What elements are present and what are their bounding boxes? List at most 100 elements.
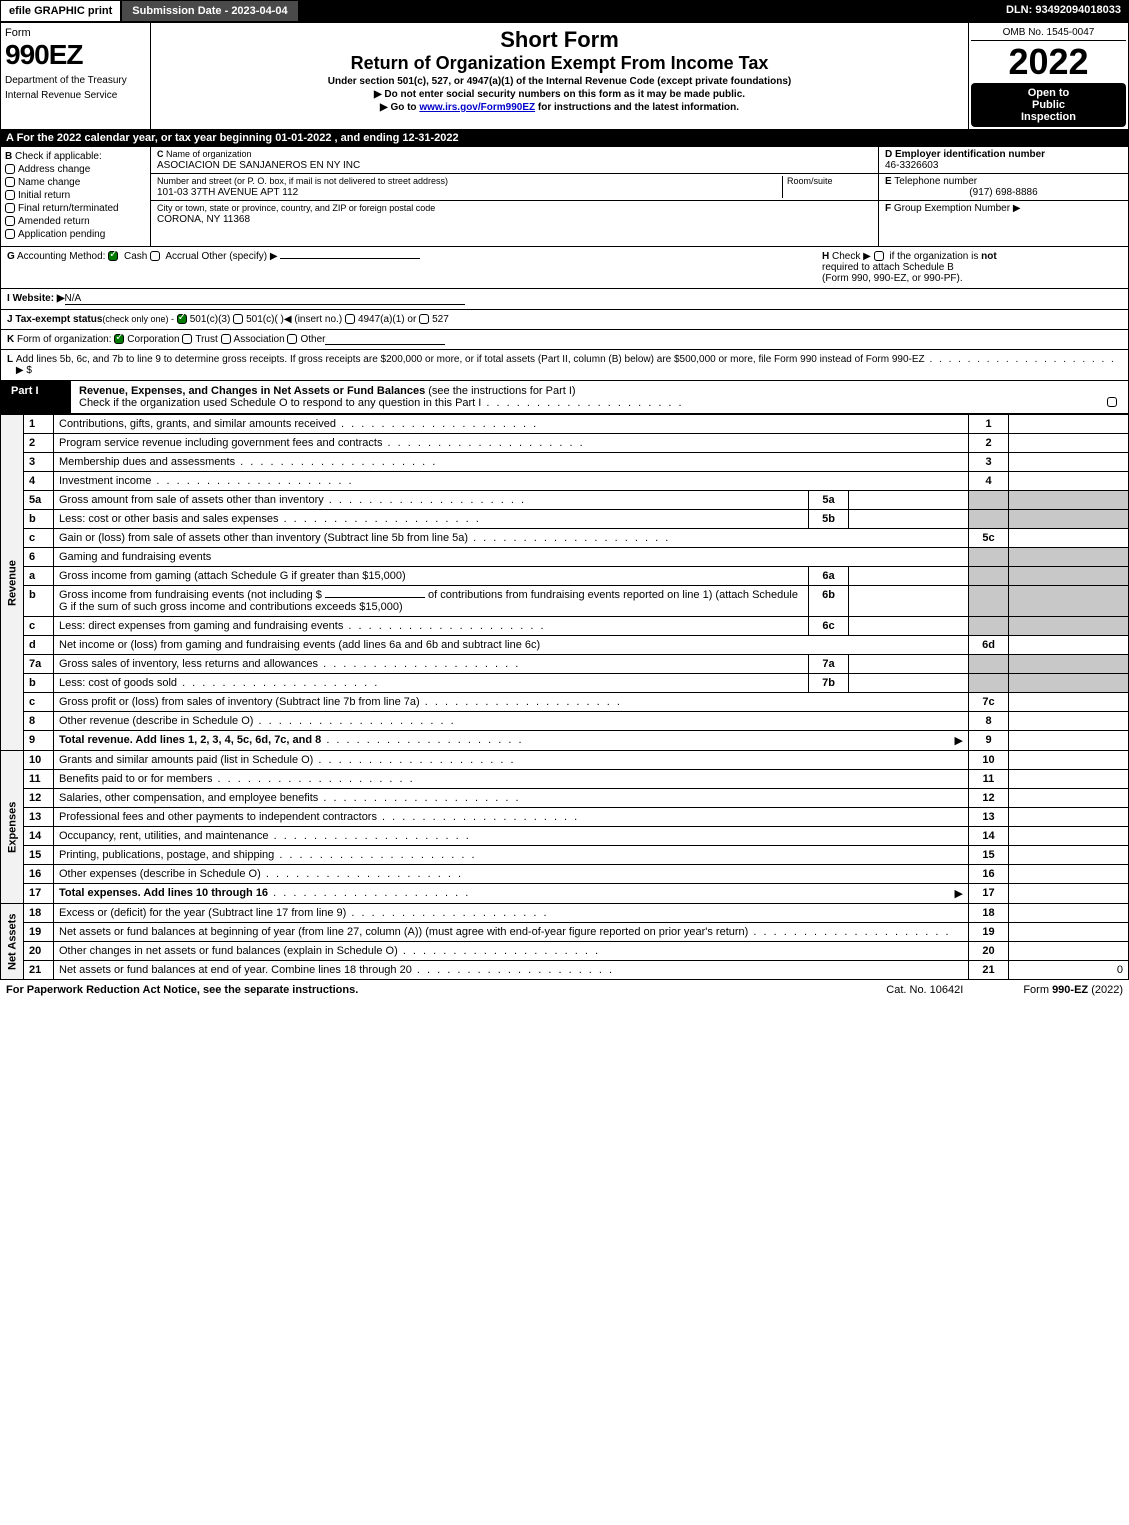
val-5a [849, 491, 969, 510]
line-10: Expenses 10 Grants and similar amounts p… [1, 751, 1129, 770]
check-if: Check if applicable: [15, 151, 102, 162]
val-4 [1009, 472, 1129, 491]
acct-method: Accounting Method: [17, 251, 105, 262]
row-l: L Add lines 5b, 6c, and 7b to line 9 to … [0, 350, 1129, 381]
val-14 [1009, 827, 1129, 846]
h-check: H Check ▶ if the organization is not req… [822, 251, 1122, 284]
chk-other-org[interactable] [287, 334, 297, 344]
lines-table: Revenue 1 Contributions, gifts, grants, … [0, 414, 1129, 980]
l-arrow: ▶ $ [16, 365, 32, 376]
l-label: L [7, 354, 13, 376]
chk-501c[interactable] [233, 314, 243, 324]
val-7b [849, 674, 969, 693]
c3: 501(c)(3) [190, 314, 231, 325]
chk-part1[interactable] [1107, 397, 1117, 407]
line-9: 9 Total revenue. Add lines 1, 2, 3, 4, 5… [1, 731, 1129, 751]
other-line[interactable] [280, 258, 420, 259]
row-i: I Website: ▶ N/A [0, 289, 1129, 310]
open-to: Open to [975, 87, 1122, 99]
val-10 [1009, 751, 1129, 770]
j-label: J [7, 314, 13, 325]
val-11 [1009, 770, 1129, 789]
assoc: Association [234, 334, 285, 345]
other-org-line[interactable] [325, 334, 445, 345]
chk-4947[interactable] [345, 314, 355, 324]
chk-assoc[interactable] [221, 334, 231, 344]
row-k: K Form of organization: Corporation Trus… [0, 330, 1129, 350]
chk-name[interactable]: Name change [5, 177, 146, 188]
website-val: N/A [65, 293, 465, 305]
row-gh: G Accounting Method: Cash Accrual Other … [0, 247, 1129, 289]
chk-initial[interactable]: Initial return [5, 190, 146, 201]
ein: 46-3326603 [885, 160, 938, 171]
k-label: K [7, 334, 14, 345]
val-6a [849, 567, 969, 586]
part1-label: Part I [1, 381, 71, 413]
line-5c: c Gain or (loss) from sale of assets oth… [1, 529, 1129, 548]
line-11: 11 Benefits paid to or for members 11 [1, 770, 1129, 789]
val-21: 0 [1009, 961, 1129, 980]
subtitle-ssn: Do not enter social security numbers on … [155, 89, 964, 100]
chk-pending[interactable]: Application pending [5, 229, 146, 240]
val-18 [1009, 904, 1129, 923]
street: 101-03 37TH AVENUE APT 112 [157, 187, 298, 198]
subtitle-section: Under section 501(c), 527, or 4947(a)(1)… [155, 76, 964, 87]
phone: (917) 698-8886 [885, 187, 1122, 198]
d-label: D [885, 149, 892, 160]
form-word: Form [5, 27, 146, 39]
cell-ein: D Employer identification number 46-3326… [879, 147, 1128, 174]
line-7a: 7a Gross sales of inventory, less return… [1, 655, 1129, 674]
col-b: B Check if applicable: Address change Na… [1, 147, 151, 246]
part1-see: (see the instructions for Part I) [428, 385, 575, 397]
part1-check: Check if the organization used Schedule … [79, 397, 684, 409]
short-form: Short Form [155, 27, 964, 53]
chk-corp[interactable] [114, 334, 124, 344]
section-bcdef: B Check if applicable: Address change Na… [0, 146, 1129, 247]
line-6c: c Less: direct expenses from gaming and … [1, 617, 1129, 636]
irs-link[interactable]: www.irs.gov/Form990EZ [419, 102, 535, 113]
l-text: Add lines 5b, 6c, and 7b to line 9 to de… [16, 354, 1122, 376]
chk-cash[interactable] [108, 251, 118, 261]
chk-trust[interactable] [182, 334, 192, 344]
val-8 [1009, 712, 1129, 731]
line-5a: 5a Gross amount from sale of assets othe… [1, 491, 1129, 510]
line-3: 3 Membership dues and assessments 3 [1, 453, 1129, 472]
irs: Internal Revenue Service [5, 90, 146, 101]
inspection: Inspection [975, 111, 1122, 123]
chk-address[interactable]: Address change [5, 164, 146, 175]
efile-print[interactable]: efile GRAPHIC print [0, 0, 121, 22]
chk-h[interactable] [874, 251, 884, 261]
cell-org-name: C Name of organization ASOCIACION DE SAN… [151, 147, 878, 174]
open-public: Open to Public Inspection [971, 83, 1126, 127]
val-15 [1009, 846, 1129, 865]
chk-501c3[interactable] [177, 314, 187, 324]
c: 501(c)( ) [246, 314, 284, 325]
line-6d: d Net income or (loss) from gaming and f… [1, 636, 1129, 655]
cash: Cash [124, 251, 147, 262]
part1-title: Revenue, Expenses, and Changes in Net As… [71, 381, 1128, 413]
line-1: Revenue 1 Contributions, gifts, grants, … [1, 415, 1129, 434]
insert: ◀ (insert no.) [284, 314, 342, 325]
paperwork-notice: For Paperwork Reduction Act Notice, see … [6, 984, 358, 996]
chk-amended[interactable]: Amended return [5, 216, 146, 227]
form-number: 990EZ [5, 39, 146, 71]
line-7b: b Less: cost of goods sold 7b [1, 674, 1129, 693]
form-org: Form of organization: [17, 334, 112, 345]
chk-final[interactable]: Final return/terminated [5, 203, 146, 214]
group-arrow: ▶ [1013, 203, 1021, 214]
chk-527[interactable] [419, 314, 429, 324]
val-19 [1009, 923, 1129, 942]
page-footer: For Paperwork Reduction Act Notice, see … [0, 980, 1129, 1000]
website-label: Website: ▶ [13, 293, 65, 305]
f-label: F [885, 203, 891, 214]
phone-label: Telephone number [894, 176, 977, 187]
part1-header: Part I Revenue, Expenses, and Changes in… [0, 381, 1129, 414]
contrib-amount[interactable] [325, 597, 425, 598]
line-6b: b Gross income from fundraising events (… [1, 586, 1129, 617]
expenses-label: Expenses [1, 751, 24, 904]
g-label: G [7, 251, 15, 262]
city: CORONA, NY 11368 [157, 214, 250, 225]
chk-accrual[interactable] [150, 251, 160, 261]
val-3 [1009, 453, 1129, 472]
cell-group: F Group Exemption Number ▶ [879, 201, 1128, 216]
